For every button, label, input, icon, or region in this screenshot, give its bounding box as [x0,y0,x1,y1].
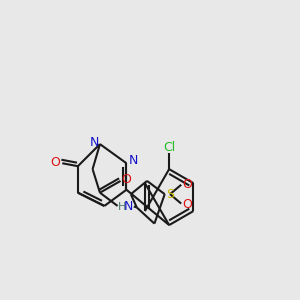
Text: O: O [182,198,192,211]
Text: N: N [124,200,134,213]
Text: O: O [182,178,192,191]
Text: O: O [122,172,131,186]
Text: Cl: Cl [163,141,175,154]
Text: N: N [89,136,99,149]
Text: S: S [167,188,175,201]
Text: N: N [129,154,139,167]
Text: O: O [50,156,60,169]
Text: H: H [118,202,126,212]
